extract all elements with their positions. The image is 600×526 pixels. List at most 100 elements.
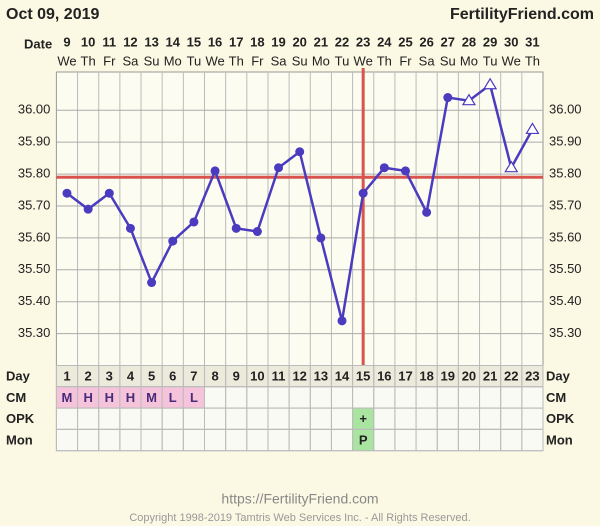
header-date: Oct 09, 2019: [6, 6, 100, 23]
cell-text: 8: [211, 369, 218, 384]
weekday-label: We: [354, 53, 373, 68]
cell-text: 3: [106, 369, 113, 384]
weekday-label: Mo: [460, 53, 478, 68]
y-tick-label-right: 35.90: [549, 134, 582, 149]
cell-text: 7: [190, 369, 197, 384]
cell-text: H: [105, 390, 114, 405]
y-tick-label-right: 35.80: [549, 166, 582, 181]
weekday-label: Fr: [251, 53, 264, 68]
weekday-label: Su: [292, 53, 308, 68]
row-label-right: CM: [546, 390, 566, 405]
cell-text: 19: [441, 369, 455, 384]
y-tick-label: 35.70: [18, 197, 51, 212]
cell-text: 17: [398, 369, 412, 384]
y-tick-label-right: 35.70: [549, 197, 582, 212]
x-tick-label: 30: [504, 34, 518, 49]
point-marker: [400, 166, 410, 176]
point-marker: [231, 223, 241, 233]
x-tick-label: 13: [144, 34, 158, 49]
weekday-label: Sa: [419, 53, 436, 68]
weekday-label: Th: [81, 53, 96, 68]
row-label: OPK: [6, 411, 35, 426]
plot-area: [55, 71, 544, 366]
point-marker: [274, 163, 284, 173]
point-marker: [83, 204, 93, 214]
point-marker: [62, 188, 72, 198]
cell-text: H: [126, 390, 135, 405]
cell-text: H: [83, 390, 92, 405]
weekday-label: Th: [525, 53, 540, 68]
x-tick-label: 28: [462, 34, 476, 49]
cell-text: 18: [419, 369, 433, 384]
weekday-label: We: [57, 53, 76, 68]
weekday-label: Th: [377, 53, 392, 68]
weekday-label: Fr: [103, 53, 116, 68]
x-tick-label: 15: [187, 34, 201, 49]
cell-text: 2: [85, 369, 92, 384]
table-cell: [521, 428, 544, 452]
weekday-label: Su: [440, 53, 456, 68]
table-row: [55, 407, 544, 430]
point-marker: [483, 77, 498, 90]
row-label-right: Day: [546, 369, 571, 384]
point-marker: [337, 316, 347, 326]
x-tick-label: 20: [292, 34, 306, 49]
x-tick-label: 24: [377, 34, 392, 49]
cell-text: 5: [148, 369, 155, 384]
point-marker: [525, 122, 540, 135]
weekday-label: Mo: [312, 53, 330, 68]
footer-copyright: Copyright 1998-2019 Tamtris Web Services…: [129, 512, 470, 524]
table-row: [55, 428, 544, 452]
point-marker: [125, 223, 135, 233]
weekday-label: Tu: [335, 53, 350, 68]
x-tick-label: 31: [525, 34, 539, 49]
x-tick-label: 14: [166, 34, 181, 49]
weekday-label: We: [502, 53, 521, 68]
cell-text: 12: [292, 369, 306, 384]
weekday-label: Su: [144, 53, 160, 68]
y-tick-label: 35.50: [18, 261, 51, 276]
point-marker: [316, 233, 326, 243]
cell-text: P: [359, 432, 368, 447]
point-marker: [379, 163, 389, 173]
weekday-label: Mo: [164, 53, 182, 68]
header-site: FertilityFriend.com: [450, 6, 594, 23]
y-tick-label: 35.80: [18, 166, 51, 181]
cell-text: 20: [462, 369, 476, 384]
point-marker: [461, 93, 477, 106]
weekday-label: Tu: [187, 53, 202, 68]
x-tick-label: 27: [441, 34, 455, 49]
point-marker: [358, 188, 368, 198]
y-tick-label: 35.40: [18, 293, 51, 308]
point-marker: [443, 93, 453, 103]
y-tick-label: 35.90: [18, 134, 51, 149]
point-marker: [210, 166, 220, 176]
cell-text: 14: [335, 369, 350, 384]
cell-text: 15: [356, 369, 370, 384]
x-tick-label: 10: [81, 34, 95, 49]
weekday-label: Sa: [122, 53, 139, 68]
cell-text: 11: [272, 369, 286, 384]
x-tick-label: 9: [63, 34, 70, 49]
x-tick-label: 12: [123, 34, 137, 49]
cell-text: L: [190, 390, 198, 405]
weekday-label: We: [205, 53, 224, 68]
cell-text: M: [146, 390, 157, 405]
row-label-right: OPK: [546, 411, 575, 426]
cell-text: 10: [250, 369, 264, 384]
y-tick-label-right: 35.30: [549, 325, 582, 340]
point-marker: [295, 147, 305, 157]
y-tick-label-right: 35.60: [549, 229, 582, 244]
point-marker: [147, 278, 157, 288]
cell-text: 1: [63, 369, 70, 384]
x-tick-label: 18: [250, 34, 264, 49]
y-tick-label: 36.00: [18, 102, 51, 117]
point-marker: [168, 236, 178, 246]
row-label-right: Mon: [546, 432, 573, 447]
point-marker: [252, 227, 262, 237]
cell-text: 13: [314, 369, 328, 384]
x-label: Date: [24, 36, 52, 51]
cell-text: 23: [525, 369, 539, 384]
cell-text: 22: [504, 369, 518, 384]
